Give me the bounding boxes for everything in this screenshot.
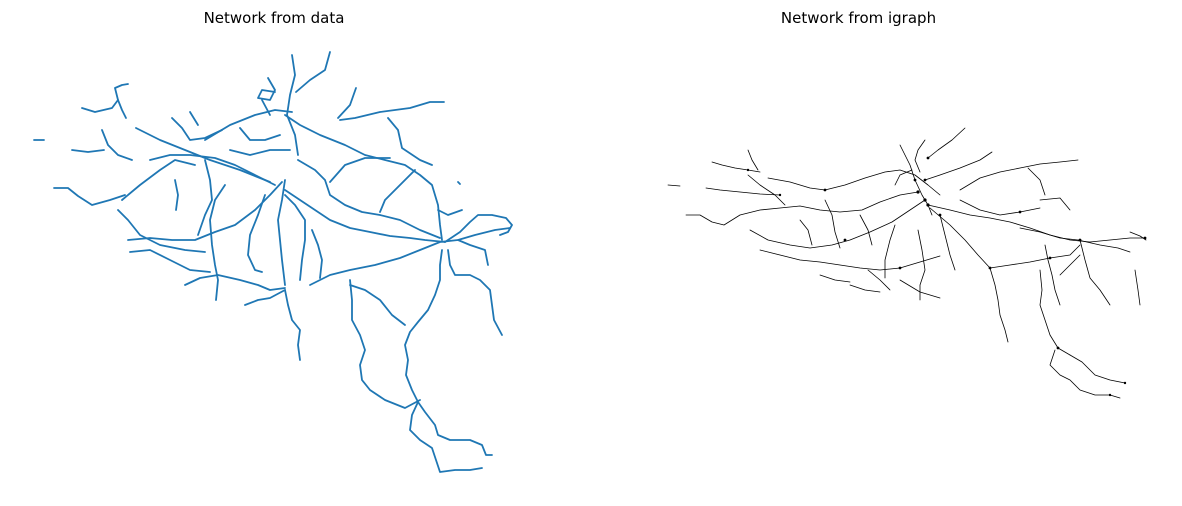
panel-network-from-igraph: Network from igraph xyxy=(600,0,1182,506)
panel-title: Network from igraph xyxy=(780,9,937,27)
network-lines xyxy=(33,51,513,473)
panel-network-from-data: Network from data xyxy=(0,0,560,506)
panel-title: Network from data xyxy=(203,9,345,27)
network-map-igraph xyxy=(667,127,1147,399)
network-lines xyxy=(667,127,1147,399)
network-nodes xyxy=(746,156,1147,397)
network-map-data xyxy=(33,51,513,473)
